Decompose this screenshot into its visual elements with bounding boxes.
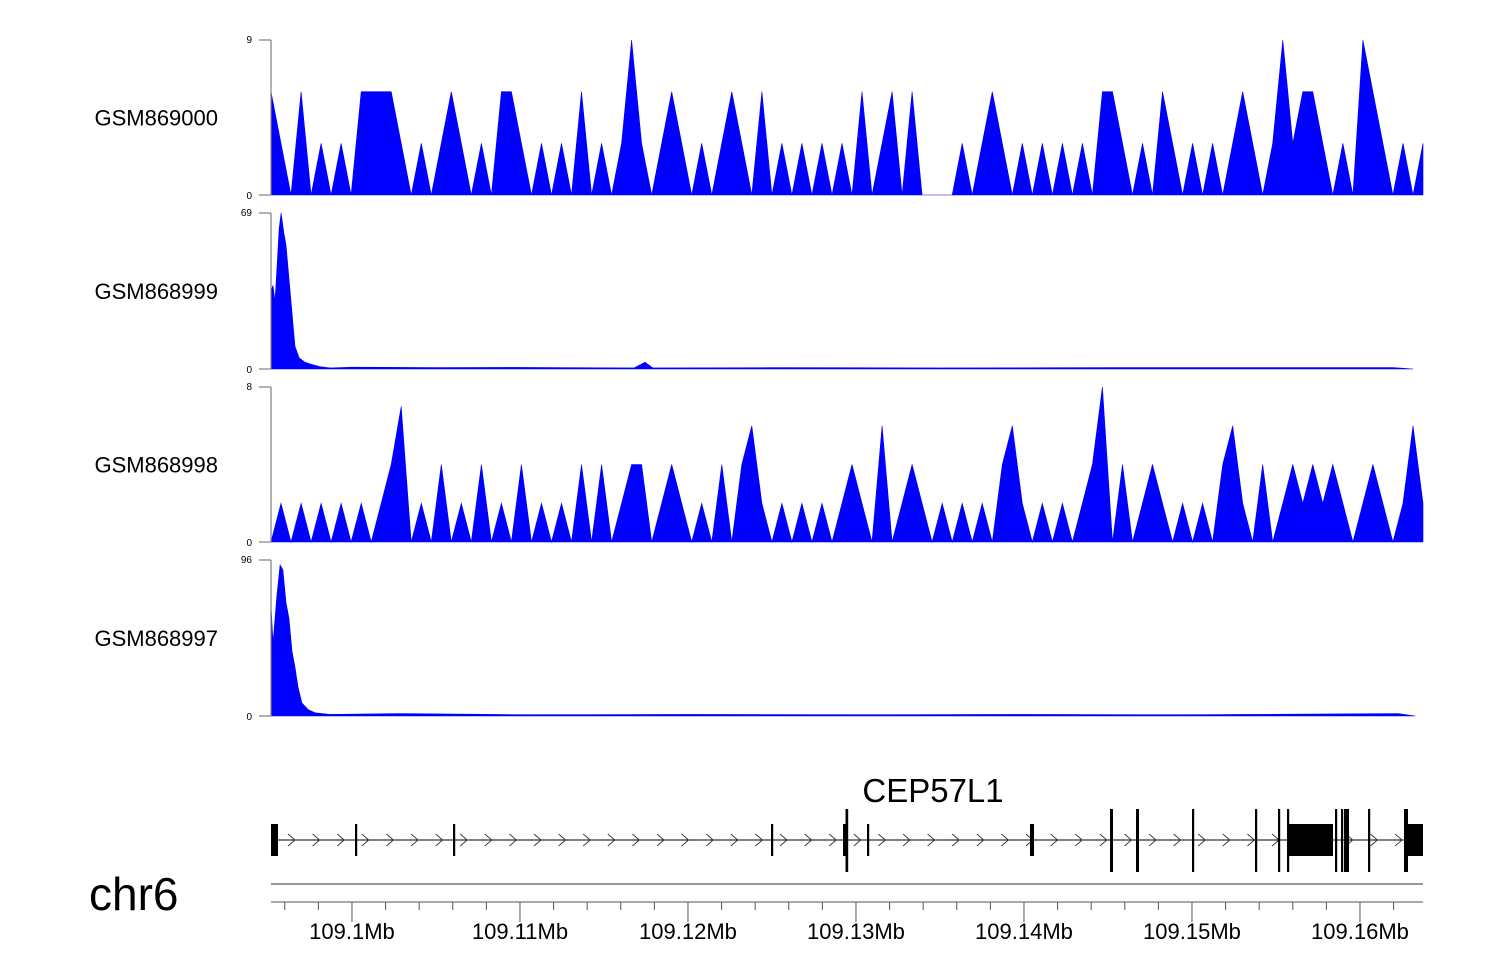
- strand-arrow-icon: [1001, 833, 1010, 847]
- strand-arrow-icon: [533, 833, 542, 847]
- strand-arrow-icon: [878, 833, 887, 847]
- exon: [846, 809, 849, 872]
- strand-arrow-icon: [828, 833, 837, 847]
- strand-arrow-icon: [558, 833, 567, 847]
- strand-arrow-icon: [951, 833, 960, 847]
- strand-arrow-icon: [484, 833, 493, 847]
- exon: [1340, 809, 1344, 872]
- data-track-gsm868997: 96 0 GSM868997: [94, 555, 1416, 723]
- strand-arrow-icon: [632, 833, 641, 847]
- exon: [1368, 809, 1371, 872]
- track-label: GSM869000: [94, 106, 218, 131]
- strand-arrow-icon: [1124, 833, 1133, 847]
- exon: [1277, 809, 1281, 872]
- exon: [771, 824, 774, 856]
- genome-axis: 109.1Mb 109.11Mb 109.12Mb 109.13Mb 109.14Mb 1…: [89, 868, 1423, 944]
- strand-arrow-icon: [1050, 833, 1059, 847]
- strand-arrow-icon: [312, 833, 321, 847]
- y-tick-label-max: 69: [241, 208, 253, 219]
- strand-arrow-icon: [804, 833, 813, 847]
- exon: [1191, 809, 1195, 872]
- strand-arrow-icon: [435, 833, 444, 847]
- exon: [1403, 809, 1409, 872]
- exon: [1408, 824, 1423, 856]
- strand-arrow-icon: [1370, 833, 1379, 847]
- y-tick-label-max: 9: [246, 35, 252, 46]
- y-tick-label-min: 0: [246, 365, 252, 376]
- y-tick-label-min: 0: [246, 538, 252, 549]
- exon: [355, 824, 358, 856]
- y-tick-label-max: 8: [246, 382, 252, 393]
- strand-arrow-icon: [1222, 833, 1231, 847]
- strand-arrow-icon: [410, 833, 419, 847]
- strand-arrow-icon: [1197, 833, 1206, 847]
- strand-arrow-icon: [656, 833, 665, 847]
- track-label: GSM868997: [94, 626, 218, 651]
- signal-area: [270, 212, 1414, 370]
- x-tick-label: 109.15Mb: [1143, 919, 1241, 944]
- strand-arrow-icon: [755, 833, 764, 847]
- strand-arrow-icon: [459, 833, 468, 847]
- exon: [271, 824, 279, 856]
- exon: [1109, 809, 1114, 872]
- track-label: GSM868998: [94, 453, 218, 478]
- data-track-gsm869000: 9 0 GSM869000: [94, 35, 1424, 202]
- chromosome-label: chr6: [89, 868, 178, 920]
- strand-arrow-icon: [607, 833, 616, 847]
- strand-arrow-icon: [927, 833, 936, 847]
- exon: [1136, 809, 1140, 872]
- strand-arrow-icon: [509, 833, 518, 847]
- exon: [1030, 824, 1035, 856]
- strand-arrow-icon: [902, 833, 911, 847]
- strand-arrow-icon: [1247, 833, 1256, 847]
- strand-arrow-icon: [361, 833, 370, 847]
- gene-track-cep57l1: CEP57L1: [271, 772, 1423, 872]
- exon: [1254, 809, 1258, 872]
- y-tick-label-min: 0: [246, 191, 252, 202]
- exon: [1335, 809, 1338, 872]
- strand-arrow-icon: [1394, 833, 1403, 847]
- strand-arrow-icon: [336, 833, 345, 847]
- exon: [1344, 809, 1350, 872]
- y-tick-label-min: 0: [246, 712, 252, 723]
- y-tick-label-max: 96: [241, 555, 253, 566]
- data-track-gsm868998: 8 0 GSM868998: [94, 382, 1424, 549]
- x-tick-label: 109.1Mb: [309, 919, 395, 944]
- exon: [867, 824, 870, 856]
- strand-arrow-icon: [1173, 833, 1182, 847]
- strand-arrow-icon: [1074, 833, 1083, 847]
- track-label: GSM868999: [94, 279, 218, 304]
- x-tick-label: 109.13Mb: [807, 919, 905, 944]
- strand-arrow-icon: [976, 833, 985, 847]
- exon: [1287, 809, 1290, 872]
- exon: [843, 824, 848, 856]
- x-tick-label: 109.12Mb: [639, 919, 737, 944]
- strand-arrow-icon: [582, 833, 591, 847]
- strand-arrow-icon: [705, 833, 714, 847]
- strand-arrow-icon: [853, 833, 862, 847]
- strand-arrow-icon: [779, 833, 788, 847]
- x-tick-label: 109.14Mb: [975, 919, 1073, 944]
- x-tick-label: 109.11Mb: [472, 919, 568, 944]
- exon: [1289, 824, 1334, 856]
- strand-arrow-icon: [730, 833, 739, 847]
- data-track-gsm868999: 69 0 GSM868999: [94, 208, 1414, 376]
- x-tick-label: 109.16Mb: [1311, 919, 1409, 944]
- signal-area: [270, 39, 1424, 196]
- strand-arrow-icon: [287, 833, 296, 847]
- strand-arrow-icon: [681, 833, 690, 847]
- strand-arrow-icon: [386, 833, 395, 847]
- signal-area: [270, 563, 1416, 717]
- strand-arrow-icon: [1148, 833, 1157, 847]
- exon: [452, 824, 456, 856]
- gene-name-label: CEP57L1: [862, 772, 1003, 809]
- signal-area: [270, 386, 1424, 544]
- strand-arrow-icon: [1099, 833, 1108, 847]
